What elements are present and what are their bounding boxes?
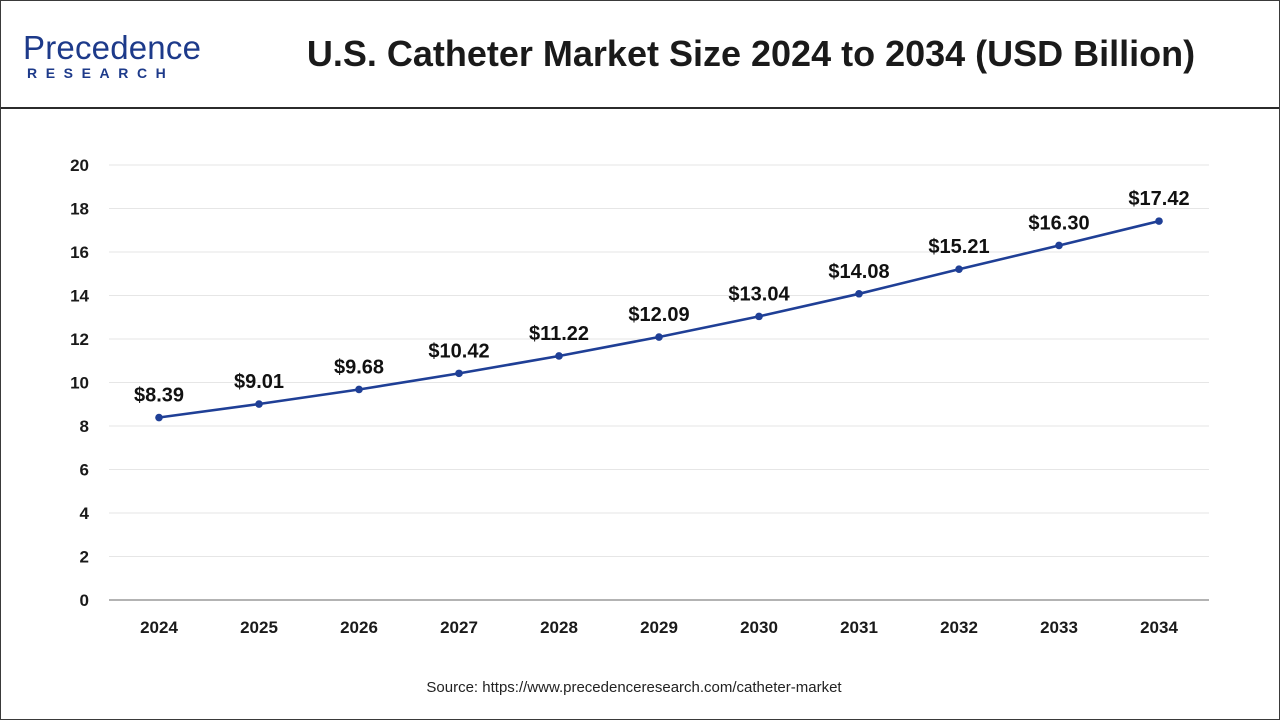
y-tick-label: 18 (70, 200, 89, 219)
data-label: $17.42 (1128, 188, 1189, 210)
x-tick-label: 2032 (940, 618, 978, 637)
data-label: $11.22 (529, 323, 589, 345)
x-tick-label: 2030 (740, 618, 778, 637)
x-tick-label: 2028 (540, 618, 578, 637)
data-point (955, 265, 963, 273)
logo-subtitle: RESEARCH (27, 65, 175, 81)
y-tick-label: 12 (70, 330, 89, 349)
y-tick-label: 8 (80, 417, 89, 436)
x-tick-label: 2026 (340, 618, 378, 637)
y-tick-label: 4 (80, 504, 90, 523)
data-label: $10.42 (428, 340, 489, 362)
x-tick-label: 2029 (640, 618, 678, 637)
data-label: $12.09 (628, 304, 689, 326)
data-label: $9.68 (334, 356, 384, 378)
data-point (855, 289, 863, 298)
data-point (755, 312, 763, 321)
y-tick-label: 10 (70, 374, 89, 393)
data-point (1155, 217, 1163, 225)
chart-area: 0 2 4 6 8 10 12 14 16 18 20 2024 2025 2026 2027 2028 202… (1, 109, 1279, 669)
y-tick-label: 16 (70, 243, 89, 262)
data-point (1055, 241, 1063, 250)
x-tick-label: 2025 (240, 618, 278, 637)
data-label: $13.04 (728, 283, 790, 305)
data-point (455, 369, 463, 378)
chart-title: U.S. Catheter Market Size 2024 to 2034 (… (306, 33, 1196, 74)
data-point (555, 352, 563, 360)
brand-logo: Precedence RESEARCH (23, 29, 223, 85)
y-tick-label: 2 (80, 548, 89, 567)
x-tick-label: 2024 (140, 618, 178, 637)
header: Precedence RESEARCH U.S. Catheter Market… (1, 1, 1279, 109)
x-tick-label: 2034 (1140, 618, 1178, 637)
data-label: $9.01 (234, 371, 284, 393)
line-chart: 0 2 4 6 8 10 12 14 16 18 20 2024 2025 2026 2027 2028 202… (70, 156, 1209, 637)
data-point (355, 385, 363, 394)
x-tick-label: 2027 (440, 618, 478, 637)
data-label: $8.39 (134, 385, 184, 407)
x-tick-label: 2031 (840, 618, 878, 637)
x-tick-label: 2033 (1040, 618, 1078, 637)
source-note: Source: https://www.precedenceresearch.c… (426, 679, 842, 696)
data-label: $14.08 (828, 261, 889, 283)
y-tick-label: 20 (70, 156, 89, 175)
data-point (255, 400, 263, 408)
data-point (655, 333, 663, 341)
data-label: $15.21 (928, 236, 989, 258)
y-tick-label: 14 (70, 287, 89, 306)
y-tick-label: 6 (80, 461, 89, 480)
data-point (155, 413, 163, 422)
y-tick-label: 0 (80, 591, 89, 610)
data-label: $16.30 (1028, 212, 1089, 234)
logo-wordmark: Precedence (23, 29, 202, 66)
